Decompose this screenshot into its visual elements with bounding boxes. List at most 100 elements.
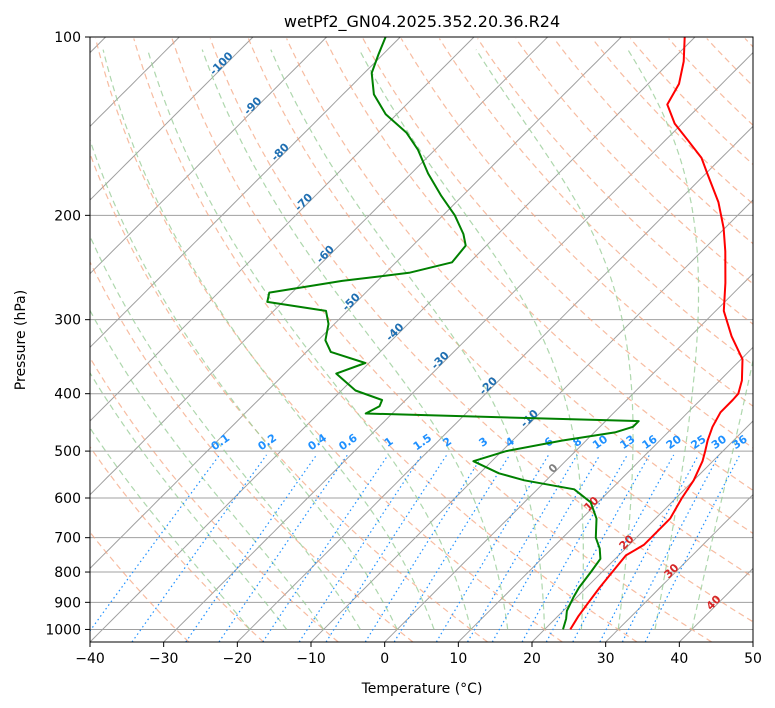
isotherm-line bbox=[163, 51, 753, 642]
moist-adiabat-line bbox=[90, 426, 251, 630]
x-tick-label: 0 bbox=[380, 651, 389, 667]
dry-adiabat-line bbox=[171, 38, 713, 642]
dry-adiabat-line bbox=[629, 38, 753, 166]
y-axis: 100 200 300 400 500 600 700 800 900 1000 bbox=[45, 30, 90, 638]
profile-series bbox=[266, 37, 744, 630]
x-axis-label: Temperature (°C) bbox=[361, 681, 483, 697]
mixing-ratio-line bbox=[262, 454, 389, 642]
x-tick-label: −40 bbox=[75, 651, 105, 667]
dry-adiabat-label: 40 bbox=[704, 592, 724, 612]
x-axis: −40 −30 −20 −10 0 10 20 30 40 50 bbox=[75, 642, 762, 667]
dewpoint-profile-line bbox=[266, 37, 640, 630]
mixing-ratio-line bbox=[325, 454, 448, 642]
dry-adiabat-line bbox=[133, 38, 638, 642]
moist-adiabat-line bbox=[270, 49, 546, 630]
mixing-ratio-line bbox=[90, 454, 221, 632]
dry-adiabat-label: -70 bbox=[292, 190, 315, 213]
dry-adiabat-line bbox=[247, 38, 753, 578]
y-tick-label: 1000 bbox=[45, 622, 81, 638]
mixing-ratio-line bbox=[435, 454, 550, 642]
isotherm-line bbox=[90, 37, 549, 496]
x-tick-label: −10 bbox=[296, 651, 326, 667]
x-tick-label: 30 bbox=[597, 651, 615, 667]
isotherm-line bbox=[310, 199, 753, 642]
moist-adiabat-line bbox=[475, 49, 634, 630]
moist-adiabat-line bbox=[201, 49, 509, 630]
moist-adiabat-line bbox=[102, 49, 435, 630]
dry-adiabat-line bbox=[706, 38, 753, 87]
y-tick-label: 100 bbox=[54, 30, 81, 46]
dry-adiabat-label: -60 bbox=[314, 242, 337, 265]
dry-adiabat-line bbox=[515, 38, 753, 285]
isotherm-line bbox=[236, 125, 753, 642]
moist-adiabat-line bbox=[90, 138, 398, 630]
isotherm-line bbox=[90, 37, 254, 201]
dry-adiabat-label: -100 bbox=[207, 49, 236, 78]
chart-title: wetPf2_GN04.2025.352.20.36.R24 bbox=[284, 12, 560, 32]
moist-adiabat-line bbox=[90, 371, 288, 630]
mixing-ratio-line bbox=[572, 454, 675, 642]
moist-adiabat-line bbox=[358, 49, 584, 630]
dry-adiabat-line bbox=[591, 38, 753, 205]
dry-adiabat-line bbox=[477, 38, 753, 325]
mixing-ratio-label: 13 bbox=[617, 433, 637, 452]
plot-frame bbox=[89, 36, 754, 643]
mixing-ratio-line bbox=[364, 454, 484, 642]
dry-adiabat-line bbox=[668, 38, 753, 126]
y-tick-label: 200 bbox=[54, 208, 81, 224]
isotherm-line bbox=[457, 346, 753, 642]
x-tick-label: 10 bbox=[449, 651, 467, 667]
dry-adiabat-line bbox=[209, 38, 753, 623]
y-tick-label: 600 bbox=[54, 491, 81, 507]
isotherm-line bbox=[90, 37, 622, 570]
mixing-ratio-label: 30 bbox=[709, 432, 729, 452]
isotherm-line bbox=[678, 567, 753, 642]
y-tick-label: 400 bbox=[54, 387, 81, 403]
dry-adiabat-line bbox=[400, 38, 753, 407]
x-tick-label: 40 bbox=[670, 651, 688, 667]
dry-adiabat-line bbox=[324, 38, 753, 492]
dry-adiabat-line bbox=[553, 38, 753, 245]
isotherm-line bbox=[384, 272, 753, 642]
moist-adiabat-line bbox=[90, 309, 325, 630]
y-tick-label: 700 bbox=[54, 531, 81, 547]
temperature-profile-line bbox=[569, 37, 744, 630]
isotherm-line bbox=[605, 493, 753, 642]
y-tick-label: 800 bbox=[54, 565, 81, 581]
moist-adiabat-line bbox=[147, 49, 472, 630]
x-tick-label: −30 bbox=[149, 651, 179, 667]
plot-area: 0.1 0.2 0.4 0.6 1 1.5 2 3 4 6 8 10 13 16 20 25 30 36-100-… bbox=[90, 37, 753, 642]
isotherm-line bbox=[531, 420, 753, 642]
mixing-ratio-line bbox=[298, 454, 423, 642]
mixing-ratio-label: 16 bbox=[640, 432, 660, 452]
dry-adiabat-line bbox=[90, 356, 339, 642]
x-tick-label: −20 bbox=[223, 651, 253, 667]
mixing-ratio-label: 1.5 bbox=[411, 431, 434, 453]
dry-adiabat-label: -30 bbox=[429, 349, 452, 372]
y-tick-label: 900 bbox=[54, 595, 81, 611]
y-axis-label: Pressure (hPa) bbox=[13, 290, 29, 390]
isotherm-line bbox=[90, 37, 696, 642]
dry-adiabat-line bbox=[90, 151, 488, 642]
moist-adiabat-line bbox=[627, 49, 700, 630]
isotherm-line bbox=[752, 641, 753, 642]
mixing-ratio-line bbox=[644, 454, 741, 642]
isotherm-line bbox=[90, 37, 401, 349]
mixing-ratio-line bbox=[599, 454, 700, 642]
dry-adiabat-line bbox=[286, 38, 753, 535]
mixing-ratio-line bbox=[621, 454, 720, 642]
dry-adiabat-line bbox=[438, 38, 753, 366]
dry-adiabat-label: 20 bbox=[617, 532, 637, 552]
mixing-ratio-line bbox=[185, 454, 318, 642]
x-tick-label: 20 bbox=[523, 651, 541, 667]
x-tick-label: 50 bbox=[744, 651, 762, 667]
dry-adiabat-label: -90 bbox=[241, 94, 264, 117]
moist-adiabat-line bbox=[691, 357, 753, 630]
dry-adiabat-line bbox=[744, 38, 753, 48]
y-tick-label: 300 bbox=[54, 313, 81, 329]
mixing-ratio-line bbox=[393, 454, 511, 642]
mixing-ratio-line bbox=[131, 454, 267, 642]
dry-adiabat-line bbox=[95, 38, 563, 642]
mixing-ratio-label: 20 bbox=[664, 432, 684, 452]
